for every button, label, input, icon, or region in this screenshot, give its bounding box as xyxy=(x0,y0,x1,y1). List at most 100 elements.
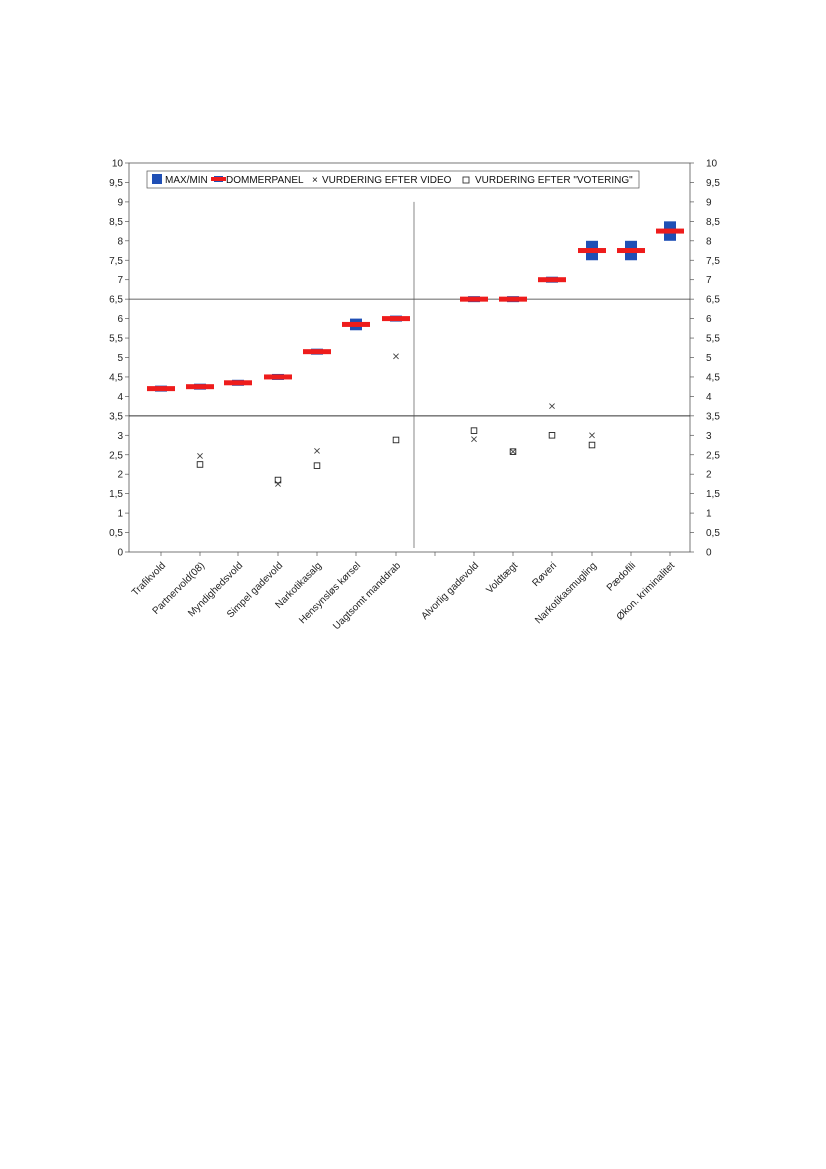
y-tick-label-right: 8 xyxy=(706,236,712,247)
y-tick-label-right: 9,5 xyxy=(706,178,720,189)
y-tick-label-left: 1 xyxy=(117,509,123,520)
y-tick-label-right: 2,5 xyxy=(706,450,720,461)
y-tick-label-right: 8,5 xyxy=(706,217,720,228)
y-tick-label-left: 8,5 xyxy=(109,217,123,228)
y-tick-label-right: 4,5 xyxy=(706,372,720,383)
legend-box xyxy=(146,170,640,189)
y-tick-label-right: 7 xyxy=(706,275,712,286)
y-tick-label-right: 4 xyxy=(706,392,712,403)
legend-marker-video: × xyxy=(312,175,318,186)
votering-marker xyxy=(548,432,556,439)
y-tick-label-right: 7,5 xyxy=(706,256,720,267)
dommerpanel-mark xyxy=(303,349,331,355)
y-tick-label-left: 10 xyxy=(112,159,124,170)
category-labels: TrafikvoldPartnervold(08)MyndighedsvoldS… xyxy=(130,560,677,632)
video-marker-stroke xyxy=(197,452,203,459)
y-tick-label-right: 6,5 xyxy=(706,295,720,306)
category-label: Voldtægt xyxy=(484,560,520,596)
legend-label-maxmin: MAX/MIN xyxy=(165,175,208,186)
video-marker xyxy=(589,432,595,439)
dommerpanel-mark xyxy=(147,386,175,392)
y-tick-label-right: 0,5 xyxy=(706,528,720,539)
data-marks xyxy=(147,221,684,487)
legend-label-dommerpanel: DOMMERPANEL xyxy=(226,175,304,186)
y-tick-label-right: 3 xyxy=(706,431,712,442)
y-tick-label-left: 2 xyxy=(117,470,123,481)
video-marker xyxy=(549,403,555,410)
y-tick-label-right: 1 xyxy=(706,509,712,520)
y-tick-label-right: 10 xyxy=(706,159,718,170)
y-tick-label-right: 1,5 xyxy=(706,489,720,500)
video-marker xyxy=(393,353,399,360)
y-tick-label-left: 4,5 xyxy=(109,372,123,383)
video-marker-stroke xyxy=(589,432,595,439)
legend: MAX/MIN DOMMERPANEL × VURDERING EFTER VI… xyxy=(146,170,640,189)
y-tick-label-left: 5,5 xyxy=(109,334,123,345)
video-marker-stroke xyxy=(393,353,399,360)
y-tick-label-left: 6 xyxy=(117,314,123,325)
y-tick-label-right: 5 xyxy=(706,353,712,364)
y-tick-label-left: 5 xyxy=(117,353,123,364)
dommerpanel-mark xyxy=(538,277,566,283)
category-label: Alvorlig gadevold xyxy=(419,560,481,622)
video-marker xyxy=(471,436,477,443)
y-tick-label-left: 0,5 xyxy=(109,528,123,539)
y-tick-label-left: 3,5 xyxy=(109,411,123,422)
y-tick-label-left: 1,5 xyxy=(109,489,123,500)
dommerpanel-mark xyxy=(578,248,606,254)
y-tick-label-left: 2,5 xyxy=(109,450,123,461)
plot-frame xyxy=(128,162,691,553)
video-marker-stroke xyxy=(275,481,281,487)
y-tick-label-left: 7 xyxy=(117,275,123,286)
dommerpanel-mark xyxy=(656,228,684,234)
y-tick-label-right: 6 xyxy=(706,314,712,325)
y-tick-label-right: 0 xyxy=(706,548,712,559)
legend-marker-votering xyxy=(462,176,470,184)
dommerpanel-mark xyxy=(224,380,252,386)
legend-swatch-dommerpanel xyxy=(211,177,226,181)
video-marker xyxy=(314,447,320,454)
y-tick-label-left: 9 xyxy=(117,197,123,208)
votering-marker xyxy=(588,441,596,449)
y-tick-label-right: 2 xyxy=(706,470,712,481)
legend-label-video: VURDERING EFTER VIDEO xyxy=(322,175,452,186)
legend-swatch-maxmin xyxy=(152,174,162,184)
category-label: Uagtsomt manddrab xyxy=(331,560,403,632)
axis-ticks: 0 0 0,5 0,5 1 1 1,5 1,5 2 2 2,5 2,5 3 3 3,5 3,5 4 4 4,5 4,5… xyxy=(109,159,720,559)
y-tick-label-right: 3,5 xyxy=(706,411,720,422)
y-tick-label-left: 9,5 xyxy=(109,178,123,189)
category-label: Pædofili xyxy=(605,560,638,593)
dommerpanel-mark xyxy=(264,374,292,380)
y-tick-label-right: 5,5 xyxy=(706,334,720,345)
dommerpanel-mark xyxy=(499,296,527,302)
votering-marker xyxy=(274,476,282,484)
y-tick-label-left: 0 xyxy=(117,548,123,559)
votering-marker xyxy=(392,436,400,444)
dommerpanel-mark xyxy=(186,384,214,390)
video-marker xyxy=(275,481,281,487)
y-tick-label-left: 6,5 xyxy=(109,295,123,306)
video-marker xyxy=(510,448,516,455)
legend-label-votering: VURDERING EFTER "VOTERING" xyxy=(475,175,633,186)
video-marker xyxy=(197,452,203,459)
y-tick-label-right: 9 xyxy=(706,197,712,208)
y-tick-label-left: 4 xyxy=(117,392,123,403)
votering-marker xyxy=(196,461,204,468)
y-tick-label-left: 8 xyxy=(117,236,123,247)
category-label: Røveri xyxy=(531,560,560,589)
votering-marker xyxy=(470,427,478,434)
dommerpanel-mark xyxy=(342,321,370,327)
video-marker-stroke xyxy=(549,403,555,410)
dommerpanel-mark xyxy=(382,316,410,322)
y-tick-label-left: 7,5 xyxy=(109,256,123,267)
dommerpanel-mark xyxy=(460,296,488,302)
y-tick-label-left: 3 xyxy=(117,431,123,442)
votering-marker xyxy=(313,462,321,469)
video-marker-stroke xyxy=(314,447,320,454)
video-marker-stroke xyxy=(510,448,516,455)
category-label: Trafikvold xyxy=(130,560,168,598)
votering-marker xyxy=(509,448,517,455)
video-marker-stroke xyxy=(471,436,477,443)
reference-lines xyxy=(129,201,690,548)
